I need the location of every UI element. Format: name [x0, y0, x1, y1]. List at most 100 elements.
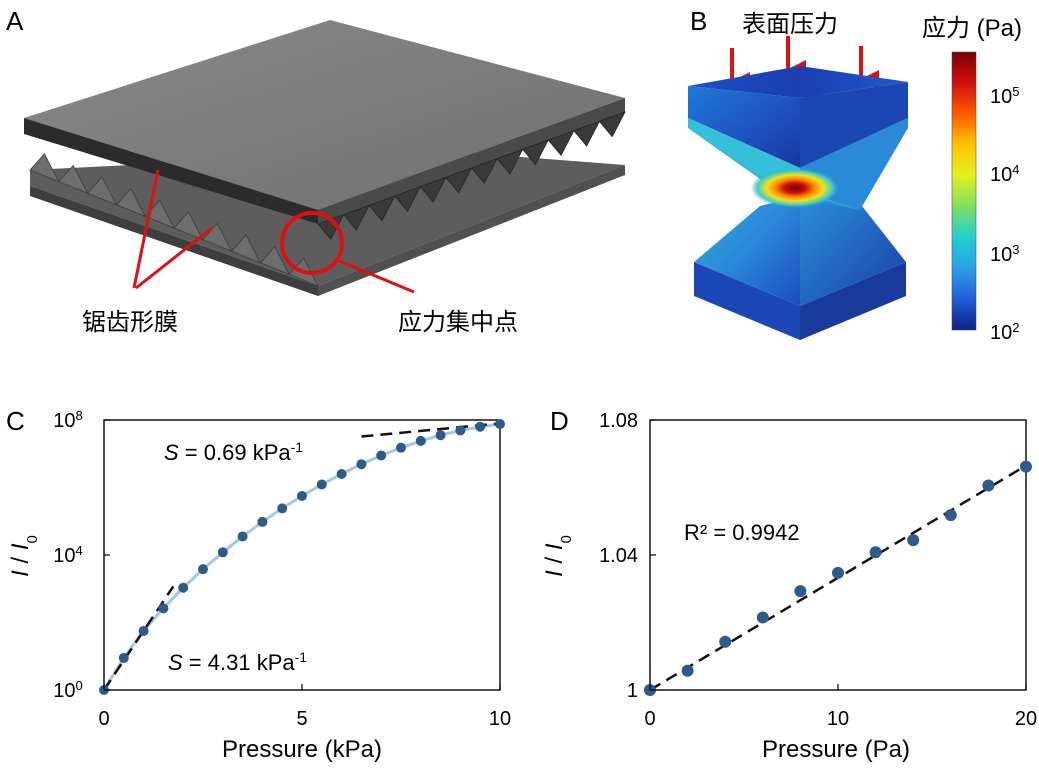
chart-d-point [944, 509, 957, 522]
chart-c-point [336, 469, 347, 479]
sawtooth [521, 139, 550, 166]
colorbar-tick-label: 102 [990, 320, 1019, 345]
chart-c-point [178, 582, 189, 593]
chart-c-ytick-label: 108 [53, 408, 82, 433]
sawtooth [29, 153, 60, 183]
panel-c-letter: C [6, 406, 25, 436]
chart-c-point [297, 490, 307, 501]
chart-c-point [495, 419, 505, 430]
chart-c-xtick-label: 0 [98, 708, 109, 730]
chart-c-ylabel: I / I0 [7, 535, 41, 577]
chart-d-frame [649, 419, 1027, 691]
chart-c-xtick-label: 5 [296, 708, 307, 730]
chart-d-point [982, 479, 995, 492]
panel-d-letter: D [550, 406, 569, 436]
colorbar-title: 应力 (Pa) [922, 15, 1022, 42]
colorbar: 应力 (Pa) 105 104 103 102 [922, 15, 1022, 344]
sawtooth [86, 176, 118, 206]
chart-c-point [217, 547, 228, 558]
chart-c-point [118, 652, 129, 663]
chart-c-point [316, 479, 327, 490]
colorbar-gradient [951, 51, 977, 331]
upper-plate [24, 20, 626, 241]
sawtooth [115, 187, 147, 218]
sawtooth [230, 234, 262, 264]
chart-d-point [869, 546, 882, 559]
chart-c-annotation-high: S = 0.69 kPa-1 [164, 439, 303, 465]
sawtooth [470, 157, 498, 185]
sawtooth [394, 185, 422, 213]
chart-d-xtick-label: 10 [827, 708, 849, 730]
chart-c-point [158, 603, 169, 614]
surface-pressure-label: 表面压力 [742, 11, 838, 38]
film-callout: 锯齿形膜 [82, 169, 213, 336]
sawtooth [202, 222, 233, 252]
chart-d-point [1020, 460, 1032, 473]
sawtooth [58, 164, 89, 194]
sawtooth [259, 245, 291, 276]
chart-c-point [257, 516, 268, 527]
chart-c-point [396, 442, 406, 453]
stress-hotspot [751, 168, 839, 208]
chart-d-point [832, 566, 844, 579]
panel-a-letter: A [6, 6, 24, 36]
chart-c-ytick-label: 104 [53, 543, 82, 568]
chart-c-point [237, 531, 248, 542]
sawtooth [445, 167, 473, 194]
panel-d: D 0 10 20 1 1.04 1.08 Pressure (Pa) I / I0 R²… [541, 406, 1037, 763]
chart-c-point [455, 425, 466, 436]
stress-simulation [688, 66, 908, 340]
chart-c-point [475, 421, 486, 432]
chart-c-point [198, 564, 208, 575]
panel-b-letter: B [690, 6, 707, 36]
colorbar-tick-label: 104 [990, 162, 1019, 187]
chart-d-ylabel: I / I0 [541, 535, 575, 577]
chart-d-ticks: 0 10 20 1 1.04 1.08 [599, 410, 1037, 730]
sawtooth [419, 176, 447, 203]
chart-c-ticks: 0 5 10 100 104 108 [53, 408, 511, 731]
sawtooth [598, 111, 626, 138]
sawtooth [368, 195, 396, 222]
chart-d-marks [644, 460, 1032, 696]
chart-c-ytick-label: 100 [53, 678, 82, 703]
chart-c-point [415, 435, 426, 446]
chart-d-ytick-label: 1.08 [599, 410, 638, 432]
chart-d-ytick-label: 1.04 [599, 545, 638, 567]
colorbar-ticks: 105 104 103 102 [990, 84, 1019, 345]
chart-d-xlabel: Pressure (Pa) [762, 736, 910, 763]
stress-point-circle [280, 211, 344, 275]
stress-point-label: 应力集中点 [398, 309, 518, 336]
chart-d-point [907, 534, 920, 547]
colorbar-tick-label: 105 [990, 84, 1019, 109]
panel-a: A 锯齿形膜 应力集中点 [6, 6, 626, 336]
chart-d-xtick-label: 20 [1015, 708, 1037, 730]
chart-c-point [356, 459, 367, 470]
stress-point-callout: 应力集中点 [280, 211, 518, 336]
sawtooth [342, 204, 370, 231]
chart-d-xtick-label: 0 [644, 708, 655, 730]
chart-c-annotation-low: S = 4.31 kPa-1 [168, 649, 307, 675]
colorbar-tick-label: 103 [990, 242, 1019, 267]
chart-d-point [681, 664, 694, 677]
chart-c-marks [99, 419, 505, 695]
chart-d-annotation: R² = 0.9942 [684, 520, 800, 545]
sawtooth [173, 211, 204, 241]
chart-c-point [435, 430, 446, 441]
sawtooth [547, 129, 575, 157]
chart-d-point [719, 635, 732, 648]
sawtooth [144, 199, 175, 229]
chart-d-point [756, 611, 769, 624]
film-callout-label: 锯齿形膜 [82, 309, 178, 336]
upper-sawtooth-teeth [317, 111, 626, 241]
panel-c: C 0 5 10 100 104 108 Pressure (kPa) I / I0 S … [6, 406, 511, 763]
sawtooth [573, 120, 601, 147]
chart-d-ytick-label: 1 [627, 680, 638, 702]
chart-c-point [138, 625, 149, 636]
chart-c-point [376, 450, 387, 461]
sawtooth [496, 148, 524, 175]
chart-c-xtick-label: 10 [489, 708, 511, 730]
chart-c-xlabel: Pressure (kPa) [222, 736, 382, 763]
chart-d-point [794, 585, 807, 598]
